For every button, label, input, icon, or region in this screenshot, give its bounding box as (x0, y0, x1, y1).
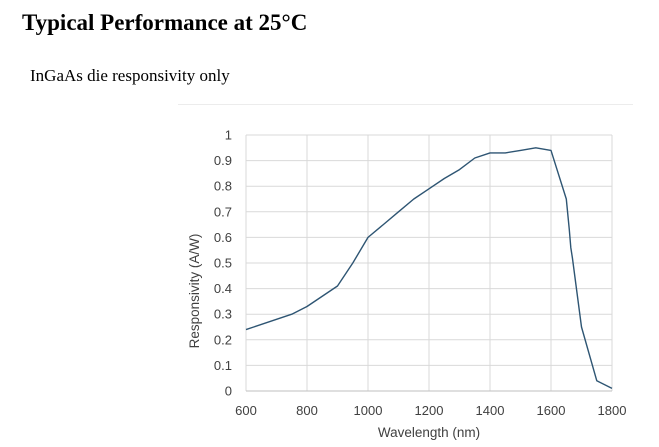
y-tick-label: 0.3 (214, 307, 232, 322)
y-tick-label: 0.7 (214, 204, 232, 219)
page-subtitle: InGaAs die responsivity only (30, 66, 230, 85)
y-tick-label: 0.8 (214, 179, 232, 194)
y-tick-label: 0.2 (214, 332, 232, 347)
x-tick-label: 1400 (476, 403, 505, 418)
y-axis-title: Responsivity (A/W) (187, 234, 202, 349)
x-axis-title: Wavelength (nm) (378, 425, 480, 440)
x-tick-label: 1600 (537, 403, 566, 418)
x-tick-label: 600 (235, 403, 257, 418)
x-tick-label: 1200 (415, 403, 444, 418)
y-tick-label: 0 (225, 384, 232, 399)
y-tick-label: 0.4 (214, 281, 232, 296)
x-tick-label: 1800 (598, 403, 627, 418)
y-tick-label: 0.1 (214, 358, 232, 373)
y-tick-label: 1 (225, 128, 232, 143)
y-tick-label: 0.9 (214, 153, 232, 168)
y-tick-label: 0.6 (214, 230, 232, 245)
responsivity-series-line (245, 147, 613, 390)
y-tick-label: 0.5 (214, 256, 232, 271)
x-tick-label: 800 (296, 403, 318, 418)
divider (178, 104, 633, 105)
x-tick-label: 1000 (354, 403, 383, 418)
grid-layer (245, 134, 613, 392)
series-layer (245, 147, 613, 390)
page-title: Typical Performance at 25°C (22, 10, 308, 35)
